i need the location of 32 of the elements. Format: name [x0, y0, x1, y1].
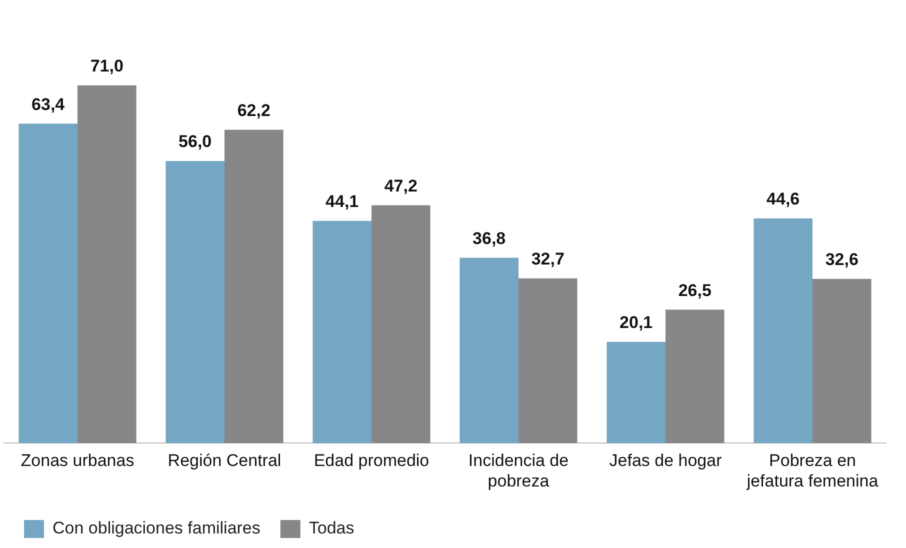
- x-tick-label: Edad promedio: [314, 451, 430, 470]
- data-label: 32,6: [825, 250, 858, 270]
- bar: [372, 205, 430, 444]
- bar: [166, 160, 224, 444]
- x-tick-label: Zonas urbanas: [20, 451, 134, 470]
- data-label: 47,2: [384, 176, 418, 196]
- data-label: 56,0: [178, 132, 212, 152]
- data-label: 63,4: [32, 94, 66, 114]
- bar: [312, 220, 372, 444]
- data-label: 44,6: [766, 190, 800, 209]
- bar: [666, 310, 724, 444]
- x-tick-label: Pobreza en jefatura femenina: [746, 451, 879, 490]
- data-label: 36,8: [472, 228, 506, 248]
- data-label: 20,1: [620, 313, 653, 332]
- data-label: 26,5: [678, 280, 712, 300]
- bar: [754, 218, 812, 444]
- bar: [518, 278, 578, 444]
- legend-label: Con obligaciones familiares: [52, 518, 260, 538]
- bar: [606, 342, 666, 444]
- bar: [78, 85, 136, 444]
- x-tick-label: Incidencia de pobreza: [468, 451, 569, 490]
- data-label: 32,7: [531, 250, 564, 269]
- x-tick-label: Jefas de hogar: [609, 451, 722, 470]
- bar: [18, 124, 78, 444]
- data-label: 71,0: [90, 56, 124, 76]
- data-label: 62,2: [237, 100, 270, 120]
- data-label: 44,1: [326, 192, 359, 212]
- legend-label: Todas: [308, 518, 354, 538]
- bar: [224, 130, 284, 444]
- x-tick-label: Región Central: [168, 451, 282, 470]
- bar: [460, 258, 518, 444]
- bar: [812, 278, 872, 444]
